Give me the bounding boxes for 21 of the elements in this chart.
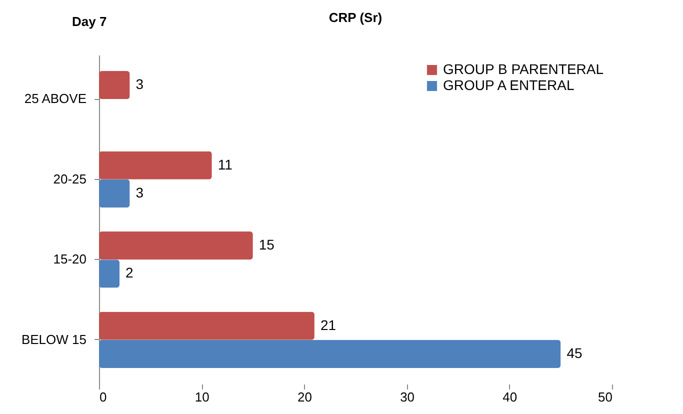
data-label: 3 — [136, 184, 144, 200]
data-label: 2 — [126, 264, 134, 281]
text: Day 7 — [72, 14, 107, 29]
chart-title: CRP (Sr) — [328, 10, 382, 25]
x-tick-label: 30 — [400, 390, 415, 404]
y-tick-label: 20-25 — [53, 171, 86, 186]
data-label: 15 — [258, 236, 275, 253]
data-label: 11 — [218, 156, 233, 172]
x-tick-label: 10 — [194, 390, 210, 404]
y-tick-label: BELOW 15 — [21, 332, 86, 347]
y-tick-label: 15-20 — [53, 252, 86, 267]
x-tick-label: 50 — [598, 390, 612, 404]
x-tick-label: 0 — [100, 390, 107, 404]
data-label: 3 — [136, 76, 144, 92]
legend-label: GROUP B PARENTERAL — [443, 61, 604, 77]
x-tick-label: 40 — [502, 390, 518, 404]
x-tick-label: 20 — [297, 390, 312, 404]
data-label: 45 — [566, 344, 582, 361]
y-tick-label: 25 ABOVE — [24, 91, 87, 106]
data-label: 21 — [320, 316, 336, 333]
legend-label: GROUP A ENTERAL — [443, 77, 574, 93]
